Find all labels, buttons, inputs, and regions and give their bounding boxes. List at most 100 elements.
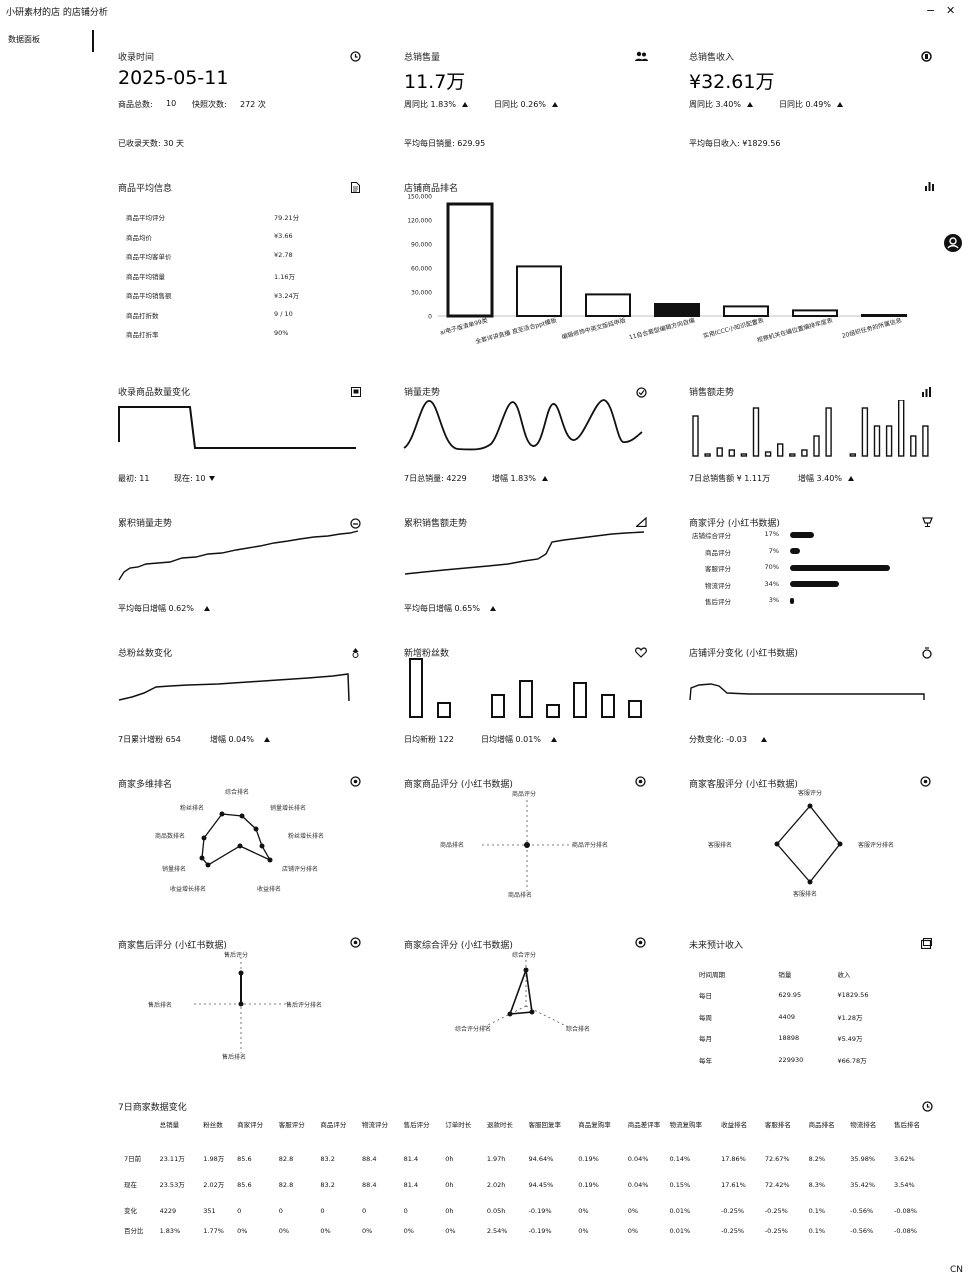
input-lang-indicator[interactable]: CN bbox=[950, 1265, 964, 1275]
x-tick-label: 视察机关在编位置编排年度表 bbox=[756, 316, 833, 344]
column-header: 退款时长 bbox=[486, 1121, 513, 1129]
column-header: 商品评分 bbox=[320, 1121, 347, 1129]
column-header: 商品复购率 bbox=[578, 1121, 611, 1129]
radar-label: 售后评分 bbox=[224, 952, 249, 959]
table-cell: -0.19% bbox=[528, 1227, 552, 1235]
bar[interactable] bbox=[516, 265, 562, 317]
sidebar-item-dashboard[interactable]: 数据面板 bbox=[8, 35, 40, 44]
table-cell: 0.01% bbox=[669, 1207, 691, 1215]
radar-label: 商品评分排名 bbox=[572, 842, 609, 849]
avg-info-value: 90% bbox=[274, 329, 289, 337]
table-cell: 7日前 bbox=[124, 1155, 142, 1163]
check-circle-icon bbox=[636, 387, 647, 401]
table-cell: 1.97h bbox=[486, 1155, 506, 1163]
radar-label: 售后评分排名 bbox=[286, 1002, 323, 1009]
table-cell: 0.19% bbox=[578, 1155, 599, 1163]
x-tick-label: 编辑修饰中英文版延申版 bbox=[561, 316, 627, 341]
target-icon bbox=[350, 937, 361, 951]
table-cell: 88.4 bbox=[362, 1155, 377, 1163]
ranking-title: 店铺商品排名 bbox=[404, 184, 459, 194]
title-bar: 小研素材的店 的店铺分析 − ✕ bbox=[0, 0, 966, 24]
score-bar bbox=[790, 597, 795, 604]
history-clock-icon bbox=[922, 1101, 933, 1115]
new-fans-bar bbox=[573, 682, 587, 718]
column-header: 商家评分 bbox=[237, 1121, 264, 1129]
column-header bbox=[122, 1120, 158, 1150]
new-fans-bar bbox=[491, 694, 505, 718]
ranking-bar-chart: 0 30,000 60,000 90,000 120,000 150,000 ai电子版清单… bbox=[407, 194, 908, 346]
radar-label: 商品排名 bbox=[508, 892, 533, 899]
bar[interactable] bbox=[654, 303, 700, 317]
column-header: 客服评分 bbox=[278, 1121, 305, 1129]
column-header: 时间周期 bbox=[699, 970, 725, 979]
revenue-trend-title: 销售额走势 bbox=[689, 388, 735, 398]
minimize-button[interactable]: − bbox=[926, 4, 936, 17]
x-tick-label: 11自合套型编辑方向自编 bbox=[628, 316, 695, 341]
x-tick-label: ai电子版清单99类 bbox=[439, 316, 488, 336]
radar-label: 售后排名 bbox=[222, 1054, 247, 1061]
x-tick-label: 20组织任务的所属信息 bbox=[841, 316, 903, 340]
table-cell: 83.2 bbox=[320, 1181, 335, 1189]
score-bar bbox=[790, 531, 815, 538]
bar-chart-icon bbox=[924, 180, 935, 194]
avg-info-value: 9 / 10 bbox=[274, 309, 293, 318]
score-bar bbox=[790, 564, 890, 571]
revenue-bar bbox=[728, 449, 735, 457]
table-cell: 0% bbox=[627, 1207, 639, 1215]
total-revenue-dod: 日同比 0.49% bbox=[779, 99, 843, 110]
avg-info-label: 商品平均销售额 bbox=[126, 292, 172, 300]
projection-title: 未来预计收入 bbox=[689, 941, 744, 951]
radar-label: 综合排名 bbox=[566, 1026, 591, 1033]
bar[interactable] bbox=[861, 314, 907, 317]
table-cell: 8.2% bbox=[808, 1155, 826, 1163]
avg-info-row: 商品打折率 90% bbox=[126, 329, 326, 339]
table-cell: 变化 bbox=[124, 1207, 137, 1215]
close-button[interactable]: ✕ bbox=[946, 4, 956, 17]
projection-table: 时间周期 销量 收入 每日 629.95 ¥1829.56 每周 4409 ¥1.28万 每月 18… bbox=[697, 962, 897, 1072]
radar-label: 客服评分 bbox=[798, 790, 823, 797]
cup-icon bbox=[922, 517, 933, 530]
table-cell: 0% bbox=[627, 1227, 639, 1235]
table-cell: 35.98% bbox=[850, 1155, 876, 1163]
revenue-7d-total: 7日总销售额 ¥ 1.11万 bbox=[689, 474, 771, 483]
table-cell: 3.54% bbox=[893, 1181, 915, 1189]
avg-daily-revenue: 平均每日收入: ¥1829.56 bbox=[689, 139, 781, 148]
avg-info-row: 商品平均销售额 ¥3.24万 bbox=[126, 290, 326, 300]
bar[interactable] bbox=[792, 309, 838, 318]
table-cell: 2.02h bbox=[486, 1181, 506, 1189]
overall-score-title: 商家综合评分 (小红书数据) bbox=[404, 941, 513, 951]
revenue-bar bbox=[776, 443, 784, 457]
total-sales-title: 总销售量 bbox=[404, 53, 441, 63]
column-header: 售后评分 bbox=[403, 1121, 430, 1129]
column-header: 客服回复率 bbox=[528, 1121, 562, 1129]
merchant-score-bars: 店铺综合评分 17% 商品评分 7% 客服评分 70% 物流评分 34% 售后评分 3% bbox=[689, 530, 929, 610]
table-cell: 83.2 bbox=[320, 1155, 335, 1163]
floating-help-button[interactable] bbox=[944, 234, 962, 252]
column-header: 销量 bbox=[778, 970, 792, 979]
radar-label: 销量增长排名 bbox=[270, 805, 307, 812]
revenue-bar bbox=[849, 453, 857, 457]
revenue-bar bbox=[922, 425, 929, 457]
bar[interactable] bbox=[446, 202, 494, 318]
collected-days: 已收录天数: 30 天 bbox=[118, 139, 184, 148]
table-cell: 每年 bbox=[699, 1056, 712, 1065]
revenue-bar bbox=[801, 449, 808, 457]
sales-7d-growth: 增幅 1.83% bbox=[492, 473, 548, 484]
bar[interactable] bbox=[585, 293, 631, 318]
table-cell: 17.61% bbox=[721, 1181, 746, 1189]
table-row: 7日前 23.11万 1.98万 85.6 82.8 83.2 88.4 81.4 0h 1.97… bbox=[122, 1150, 932, 1176]
revenue-bar bbox=[897, 400, 905, 457]
avg-info-value: 1.16万 bbox=[274, 272, 295, 281]
product-count-value: 10 bbox=[166, 99, 177, 108]
bar[interactable] bbox=[723, 305, 769, 318]
cs-score-title: 商家客服评分 (小红书数据) bbox=[689, 780, 798, 790]
table-cell: -0.25% bbox=[721, 1207, 745, 1215]
area-chart-icon bbox=[634, 516, 647, 530]
avg-info-label: 商品打折数 bbox=[126, 311, 159, 320]
new-fans-bars bbox=[409, 658, 642, 718]
revenue-bar bbox=[825, 407, 832, 457]
table-cell: 0.15% bbox=[669, 1181, 691, 1189]
column-header: 物流复购率 bbox=[669, 1121, 703, 1129]
table-cell: 0% bbox=[578, 1207, 589, 1215]
avg-info-title: 商品平均信息 bbox=[118, 184, 173, 194]
